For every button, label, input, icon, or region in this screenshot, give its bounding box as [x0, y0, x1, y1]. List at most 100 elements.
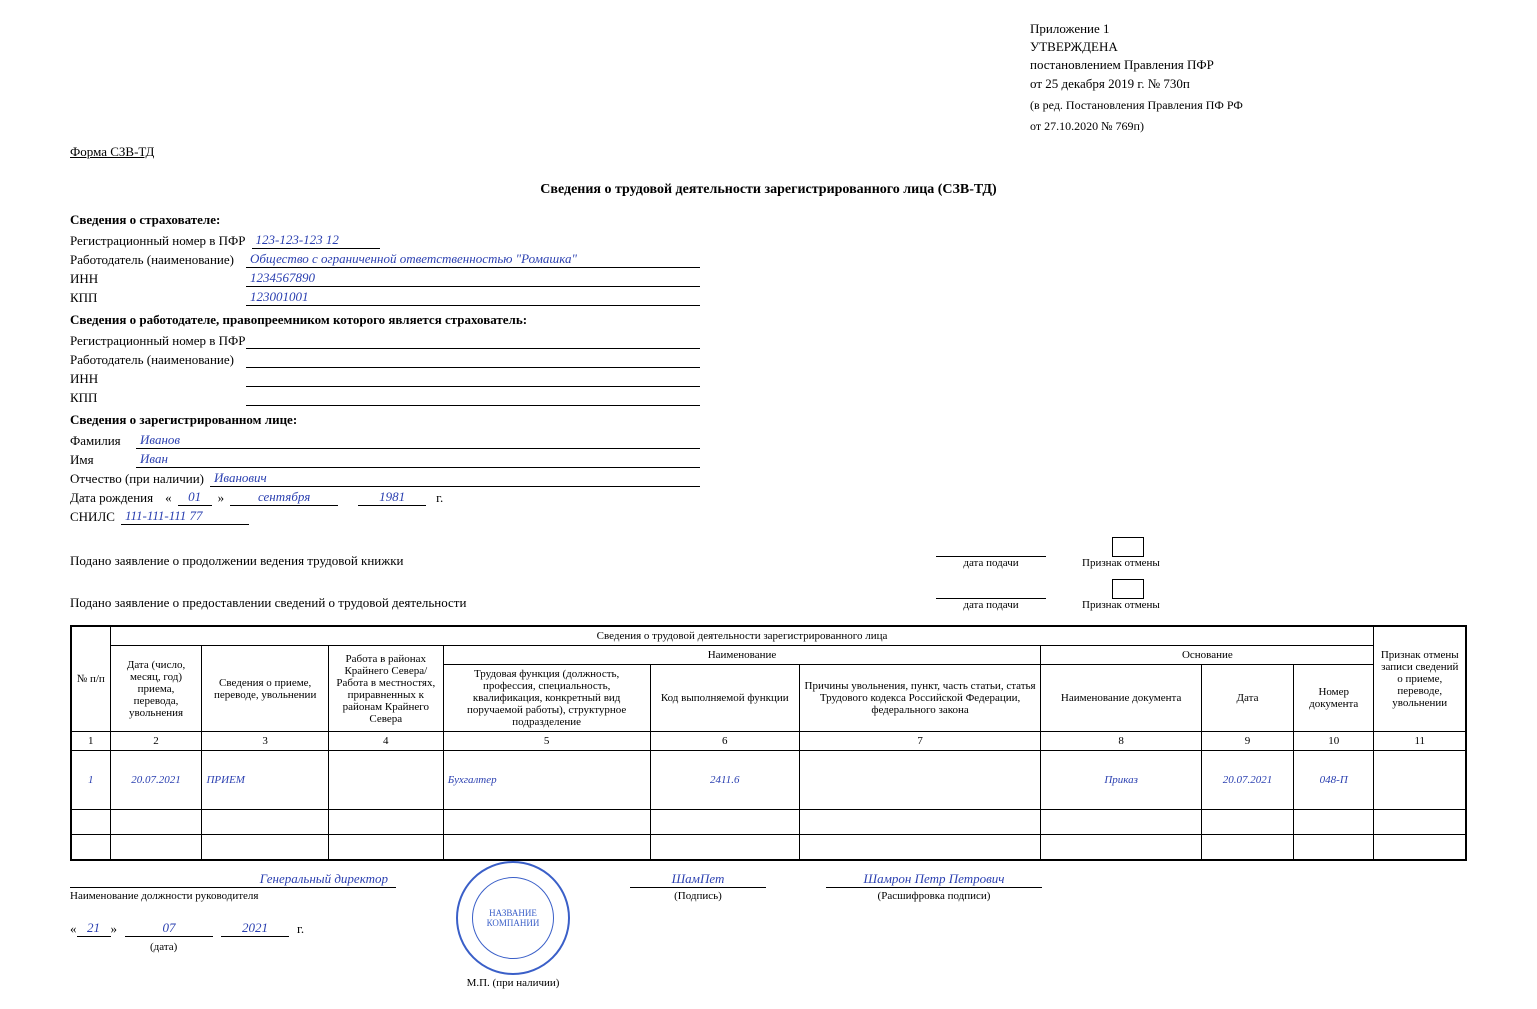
signature-caption: (Подпись): [674, 890, 722, 902]
value-birth-year: 1981: [358, 489, 426, 506]
th-info: Сведения о приеме, переводе, увольнении: [202, 646, 328, 732]
statement-1: Подано заявление о продолжении ведения т…: [70, 553, 630, 569]
value-snils: 111-111-111 77: [121, 508, 249, 525]
th-north: Работа в районах Крайнего Севера/Работа …: [328, 646, 443, 732]
cell-no: 1: [71, 751, 110, 810]
label-kpp2: КПП: [70, 390, 246, 406]
th-docdate: Дата: [1202, 665, 1294, 732]
table-row: 1 20.07.2021 ПРИЕМ Бухгалтер 2411.6 Прик…: [71, 751, 1466, 810]
th-num-7: 7: [799, 732, 1040, 751]
position-caption: Наименование должности руководителя: [70, 890, 258, 902]
statement2-cancel-box: [1112, 579, 1144, 599]
header-line: УТВЕРЖДЕНА: [1030, 38, 1467, 56]
stamp-text2: КОМПАНИИ: [487, 918, 540, 928]
label-reg-pfr: Регистрационный номер в ПФР: [70, 233, 252, 249]
header-line: постановлением Правления ПФР: [1030, 56, 1467, 74]
cell-info: ПРИЕМ: [202, 751, 328, 810]
th-num-5: 5: [443, 732, 650, 751]
th-code: Код выполняемой функции: [650, 665, 799, 732]
cell-date: 20.07.2021: [110, 751, 202, 810]
cell-func: Бухгалтер: [443, 751, 650, 810]
predecessor-section-label: Сведения о работодателе, правопреемником…: [70, 312, 700, 328]
th-num-1: 1: [71, 732, 110, 751]
header-line: от 25 декабря 2019 г. № 730п: [1030, 75, 1467, 93]
statement1-cancel-caption: Признак отмены: [1082, 557, 1160, 569]
year-suffix2: г.: [289, 921, 304, 937]
cell-docnum: 048-П: [1293, 751, 1374, 810]
cell-docdate: 20.07.2021: [1202, 751, 1294, 810]
value-employer2: .: [246, 351, 700, 368]
value-firstname: Иван: [136, 451, 700, 468]
th-no: № п/п: [71, 626, 110, 732]
label-reg-pfr2: Регистрационный номер в ПФР: [70, 333, 246, 349]
statement2-date: [936, 582, 1046, 599]
th-cancel: Признак отмены записи сведений о приеме,…: [1374, 626, 1466, 732]
document-title: Сведения о трудовой деятельности зарегис…: [70, 182, 1467, 198]
statement1-date: [936, 540, 1046, 557]
activity-table: № п/п Сведения о трудовой деятельности з…: [70, 625, 1467, 861]
statement-2: Подано заявление о предоставлении сведен…: [70, 595, 630, 611]
th-docname: Наименование документа: [1041, 665, 1202, 732]
fullname-caption: (Расшифровка подписи): [878, 890, 991, 902]
value-kpp: 123001001: [246, 289, 700, 306]
label-inn: ИНН: [70, 271, 246, 287]
th-num-6: 6: [650, 732, 799, 751]
header-sub: от 27.10.2020 № 769п): [1030, 118, 1467, 135]
th-num-2: 2: [110, 732, 202, 751]
sign-day: 21: [77, 920, 111, 937]
signature-area: Генеральный директор Наименование должно…: [70, 871, 1467, 989]
insurer-section-label: Сведения о страхователе:: [70, 212, 700, 228]
person-section-label: Сведения о зарегистрированном лице:: [70, 412, 700, 428]
value-employer: Общество с ограниченной ответственностью…: [246, 251, 700, 268]
th-date: Дата (число, месяц, год) приема, перевод…: [110, 646, 202, 732]
year-suffix: г.: [426, 490, 443, 506]
th-group-basis: Основание: [1041, 646, 1374, 665]
th-num-10: 10: [1293, 732, 1374, 751]
th-num-8: 8: [1041, 732, 1202, 751]
value-reg-pfr2: .: [246, 332, 700, 349]
label-patronymic: Отчество (при наличии): [70, 471, 210, 487]
fullname-value: Шамрон Петр Петрович: [826, 871, 1042, 888]
th-num-4: 4: [328, 732, 443, 751]
th-group-name: Наименование: [443, 646, 1040, 665]
value-birth-month: сентября: [230, 489, 338, 506]
cell-north: [328, 751, 443, 810]
header-line: Приложение 1: [1030, 20, 1467, 38]
value-lastname: Иванов: [136, 432, 700, 449]
value-inn: 1234567890: [246, 270, 700, 287]
statement1-cancel-box: [1112, 537, 1144, 557]
table-row-empty: [71, 810, 1466, 835]
table-row-empty: [71, 835, 1466, 861]
statement2-cancel-caption: Признак отмены: [1082, 599, 1160, 611]
value-reg-pfr: 123-123-123 12: [252, 232, 380, 249]
label-employer2: Работодатель (наименование): [70, 352, 246, 368]
sign-year: 2021: [221, 920, 289, 937]
th-reason: Причины увольнения, пункт, часть статьи,…: [799, 665, 1040, 732]
statement1-date-caption: дата подачи: [930, 557, 1052, 569]
value-inn2: .: [246, 370, 700, 387]
label-birthdate: Дата рождения: [70, 490, 159, 506]
cell-code: 2411.6: [650, 751, 799, 810]
stamp-text1: НАЗВАНИЕ: [489, 908, 537, 918]
statement2-date-caption: дата подачи: [930, 599, 1052, 611]
th-group-title: Сведения о трудовой деятельности зарегис…: [110, 626, 1374, 646]
header-sub: (в ред. Постановления Правления ПФ РФ: [1030, 97, 1467, 114]
value-patronymic: Иванович: [210, 470, 700, 487]
cell-cancel: [1374, 751, 1466, 810]
approval-header: Приложение 1 УТВЕРЖДЕНА постановлением П…: [1030, 20, 1467, 134]
mp-caption: М.П. (при наличии): [467, 977, 560, 989]
label-firstname: Имя: [70, 452, 136, 468]
th-num-3: 3: [202, 732, 328, 751]
th-docnum: Номер документа: [1293, 665, 1374, 732]
th-num-11: 11: [1374, 732, 1466, 751]
th-func: Трудовая функция (должность, профессия, …: [443, 665, 650, 732]
cell-reason: [799, 751, 1040, 810]
stamp-icon: НАЗВАНИЕ КОМПАНИИ: [456, 861, 570, 975]
form-code: Форма СЗВ-ТД: [70, 144, 154, 160]
sign-month: 07: [125, 920, 213, 937]
value-kpp2: .: [246, 389, 700, 406]
th-num-9: 9: [1202, 732, 1294, 751]
label-employer: Работодатель (наименование): [70, 252, 246, 268]
signature-value: ШамПет: [630, 871, 766, 888]
value-birth-day: 01: [178, 489, 212, 506]
